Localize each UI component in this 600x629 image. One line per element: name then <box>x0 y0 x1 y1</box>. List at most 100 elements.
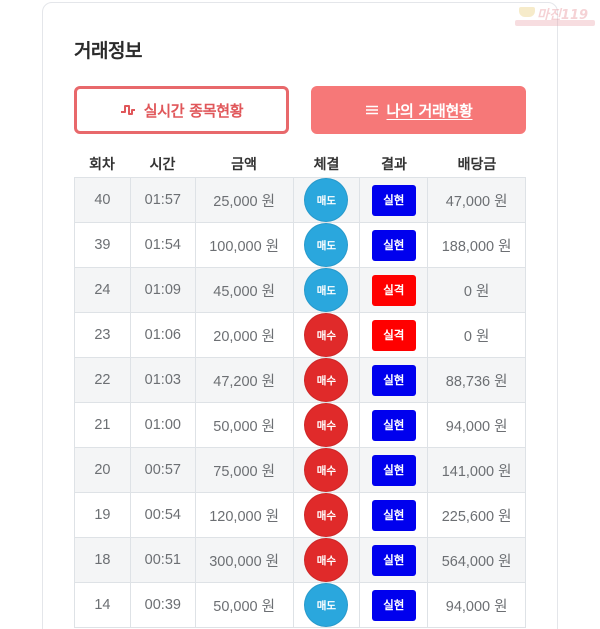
amount-cell: 100,000 원 <box>195 223 294 268</box>
time-cell: 01:54 <box>130 223 196 268</box>
watermark-text: 마진119 <box>537 8 589 23</box>
result-badge: 실현 <box>371 589 416 621</box>
result-badge: 실현 <box>371 544 416 576</box>
header-trade: 체결 <box>313 156 340 173</box>
trade-type-badge: 매도 <box>304 583 349 627</box>
time-cell: 00:39 <box>130 583 196 628</box>
payout-cell: 564,000 원 <box>428 538 526 583</box>
result-cell: 실현 <box>360 583 429 628</box>
header-time: 시간 <box>149 156 176 173</box>
header-round: 회차 <box>89 156 115 173</box>
round-cell: 14 <box>75 583 131 628</box>
payout-cell: 141,000 원 <box>428 448 526 493</box>
table-row: 39 01:54 100,000 원 매도 실현 188,000 원 <box>75 223 526 268</box>
trade-cell: 매수 <box>293 493 361 538</box>
table-header: 회차 시간 금액 체결 결과 배당금 <box>74 150 526 177</box>
amount-cell: 25,000 원 <box>195 178 294 223</box>
watermark-banner <box>515 20 595 26</box>
time-cell: 01:00 <box>130 403 196 448</box>
result-cell: 실격 <box>360 313 429 358</box>
time-cell: 01:57 <box>130 178 196 223</box>
table-row: 40 01:57 25,000 원 매도 실현 47,000 원 <box>75 178 526 223</box>
amount-cell: 47,200 원 <box>195 358 294 403</box>
header-amount: 금액 <box>231 156 257 173</box>
amount-cell: 75,000 원 <box>195 448 294 493</box>
round-cell: 22 <box>75 358 131 403</box>
payout-cell: 47,000 원 <box>428 178 526 223</box>
header-payout: 배당금 <box>457 156 497 173</box>
round-cell: 40 <box>75 178 131 223</box>
round-cell: 20 <box>75 448 131 493</box>
trade-cell: 매수 <box>293 448 361 493</box>
result-cell: 실현 <box>360 178 429 223</box>
result-cell: 실현 <box>360 538 429 583</box>
trade-type-badge: 매도 <box>304 223 349 267</box>
trade-type-badge: 매수 <box>304 448 349 492</box>
amount-cell: 20,000 원 <box>195 313 294 358</box>
trade-type-badge: 매수 <box>304 538 349 582</box>
trade-type-badge: 매수 <box>304 403 349 447</box>
result-cell: 실현 <box>360 403 429 448</box>
result-cell: 실현 <box>360 223 429 268</box>
result-badge: 실현 <box>371 229 416 261</box>
header-result: 결과 <box>381 156 407 173</box>
payout-cell: 0 원 <box>428 313 526 358</box>
time-cell: 00:57 <box>130 448 196 493</box>
trade-cell: 매도 <box>293 223 361 268</box>
trade-type-badge: 매수 <box>304 358 349 402</box>
eagle-emblem-icon <box>519 7 535 17</box>
time-cell: 00:51 <box>130 538 196 583</box>
result-badge: 실현 <box>371 454 416 486</box>
payout-cell: 188,000 원 <box>428 223 526 268</box>
result-cell: 실격 <box>360 268 429 313</box>
round-cell: 39 <box>75 223 131 268</box>
result-badge: 실현 <box>371 409 416 441</box>
round-cell: 23 <box>75 313 131 358</box>
trade-type-badge: 매수 <box>304 313 349 357</box>
trade-cell: 매도 <box>293 268 361 313</box>
my-trades-button[interactable]: 나의 거래현황 <box>311 86 526 134</box>
menu-lines-icon <box>365 104 379 116</box>
table-row: 23 01:06 20,000 원 매수 실격 0 원 <box>75 313 526 358</box>
trade-type-badge: 매도 <box>304 178 349 222</box>
amount-cell: 50,000 원 <box>195 583 294 628</box>
result-cell: 실현 <box>360 448 429 493</box>
trade-cell: 매수 <box>293 358 361 403</box>
table-row: 14 00:39 50,000 원 매도 실현 94,000 원 <box>75 583 526 628</box>
watermark-logo: 마진119 <box>515 4 595 26</box>
amount-cell: 120,000 원 <box>195 493 294 538</box>
table-row: 20 00:57 75,000 원 매수 실현 141,000 원 <box>75 448 526 493</box>
trade-type-badge: 매수 <box>304 493 349 537</box>
trade-cell: 매수 <box>293 313 361 358</box>
trade-cell: 매도 <box>293 178 361 223</box>
result-cell: 실현 <box>360 358 429 403</box>
time-cell: 00:54 <box>130 493 196 538</box>
payout-cell: 88,736 원 <box>428 358 526 403</box>
payout-cell: 225,600 원 <box>428 493 526 538</box>
my-trades-label: 나의 거래현황 <box>386 101 473 120</box>
page-title: 거래정보 <box>74 40 142 62</box>
trade-cell: 매수 <box>293 538 361 583</box>
table-row: 24 01:09 45,000 원 매도 실격 0 원 <box>75 268 526 313</box>
time-cell: 01:03 <box>130 358 196 403</box>
table-row: 19 00:54 120,000 원 매수 실현 225,600 원 <box>75 493 526 538</box>
amount-cell: 300,000 원 <box>195 538 294 583</box>
payout-cell: 0 원 <box>428 268 526 313</box>
trade-type-badge: 매도 <box>304 268 349 312</box>
pulse-icon <box>120 103 136 117</box>
result-badge: 실현 <box>371 364 416 396</box>
trade-table-body: 40 01:57 25,000 원 매도 실현 47,000 원 39 01:5… <box>74 177 526 628</box>
trade-cell: 매수 <box>293 403 361 448</box>
result-badge: 실현 <box>371 499 416 531</box>
payout-cell: 94,000 원 <box>428 583 526 628</box>
time-cell: 01:06 <box>130 313 196 358</box>
trade-cell: 매도 <box>293 583 361 628</box>
result-badge: 실격 <box>371 274 416 306</box>
round-cell: 24 <box>75 268 131 313</box>
realtime-stocks-button[interactable]: 실시간 종목현황 <box>74 86 289 134</box>
round-cell: 21 <box>75 403 131 448</box>
payout-cell: 94,000 원 <box>428 403 526 448</box>
round-cell: 19 <box>75 493 131 538</box>
result-cell: 실현 <box>360 493 429 538</box>
amount-cell: 45,000 원 <box>195 268 294 313</box>
